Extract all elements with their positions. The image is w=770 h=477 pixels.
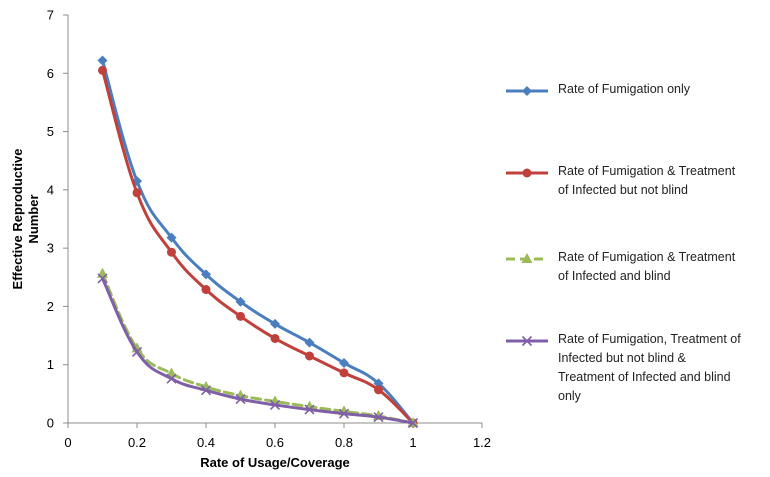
x-tick-label: 0.4 [197,435,215,450]
x-tick-label: 0.8 [335,435,353,450]
y-axis-title-line1: Effective Reproductive [10,149,25,290]
data-point [132,188,142,198]
series-2 [98,65,418,428]
legend-swatch [506,335,548,347]
x-tick-label: 1 [409,435,416,450]
legend-label-line: Rate of Fumigation, Treatment of [558,332,741,346]
y-tick-label: 4 [47,182,54,197]
data-point [373,412,384,423]
x-tick-label: 0.6 [266,435,284,450]
legend-label-line: only [558,389,581,403]
y-tick-label: 5 [47,124,54,139]
data-point [166,373,177,384]
legend-label-line: of Infected but not blind [558,183,688,197]
x-ticks: 0 0.2 0.4 0.6 0.8 1 1.2 [64,423,491,450]
series-layer [97,55,419,429]
series-1 [97,55,418,428]
data-point [269,399,281,410]
legend-marker [522,168,532,178]
axes [67,15,482,424]
data-point [338,408,350,419]
data-point [131,346,143,357]
y-ticks: 0 1 2 3 4 5 6 7 [47,8,68,431]
data-point [236,311,245,321]
legend-label: Rate of Fumigation & Treatment of Infecte… [558,248,770,286]
legend-label: Rate of Fumigation, Treatment of Infected… [558,330,770,406]
x-tick-label: 1.2 [473,435,491,450]
legend-label: Rate of Fumigation & Treatment of Infecte… [558,162,770,200]
data-point [235,296,246,307]
y-tick-label: 1 [47,357,54,372]
data-point [201,285,211,295]
legend-swatch [506,86,548,96]
legend-marker [521,253,533,263]
legend-marker [521,335,533,347]
series-line [101,276,415,425]
legend-label-line: Rate of Fumigation & Treatment [558,164,736,178]
legend: Rate of Fumigation only Rate of Fumigatio… [504,0,770,477]
data-point [235,394,246,405]
y-tick-label: 3 [47,241,54,256]
legend-label-line: Rate of Fumigation only [558,82,691,96]
data-point [201,269,211,280]
series-line [101,272,415,425]
data-point [407,417,419,429]
data-point [304,404,315,415]
data-point [373,378,384,389]
y-tick-label: 2 [47,299,54,314]
data-point [270,318,280,329]
legend-label-line: Rate of Fumigation & Treatment [558,250,736,264]
data-point [374,385,383,395]
legend-label-line: Infected but not blind & [558,351,686,365]
legend-swatch [506,253,548,263]
line-chart: 0 0.2 0.4 0.6 0.8 1 1.2 0 1 2 3 4 5 6 7 Rate of Usage… [10,8,491,471]
series-line [101,68,415,425]
data-point [167,247,176,257]
y-tick-label: 0 [47,416,54,431]
data-point [304,337,315,348]
x-axis-title: Rate of Usage/Coverage [200,455,350,470]
legend-label: Rate of Fumigation only [558,80,770,99]
data-point [339,357,349,368]
x-tick-label: 0.2 [128,435,146,450]
data-point [166,232,177,243]
y-tick-label: 7 [47,8,54,23]
y-tick-label: 6 [47,66,54,81]
legend-marker [522,86,532,96]
legend-label-line: Treatment of Infected and blind [558,370,731,384]
data-point [97,273,108,284]
data-point [200,385,212,396]
y-axis-title-line2: Number [26,194,41,243]
series-line [101,58,415,425]
data-point [339,368,349,378]
data-point [98,65,107,75]
data-point [97,55,108,66]
legend-swatch [506,168,548,178]
series-4 [97,273,419,429]
legend-label-line: of Infected and blind [558,269,671,283]
x-tick-label: 0 [64,435,71,450]
data-point [305,351,314,361]
data-point [270,333,280,343]
data-point [97,267,108,278]
